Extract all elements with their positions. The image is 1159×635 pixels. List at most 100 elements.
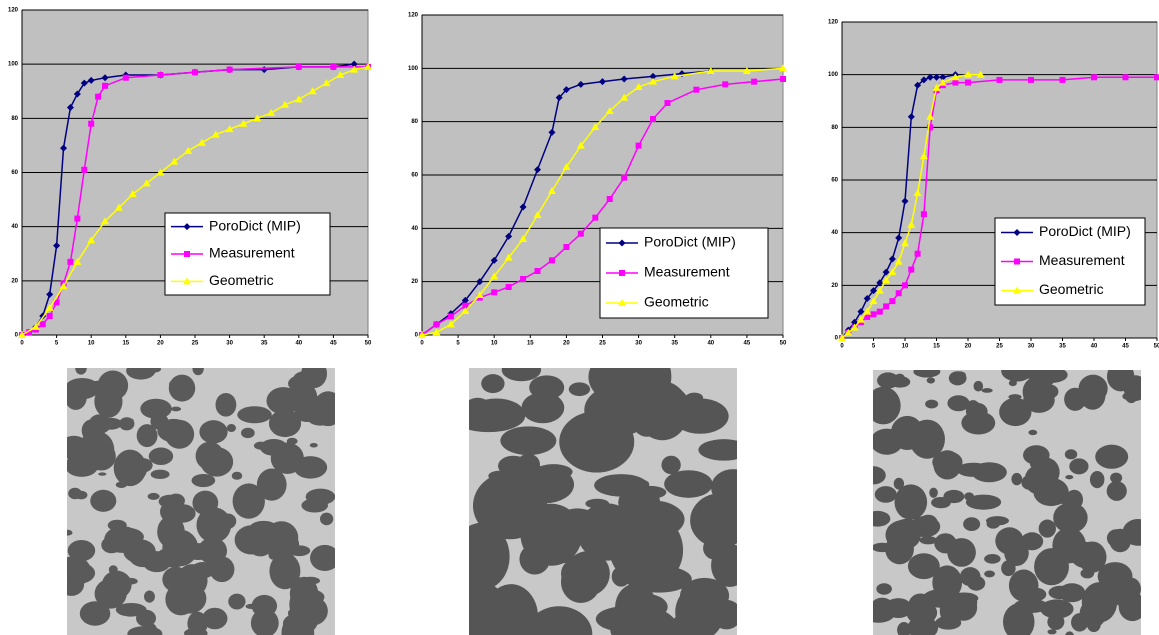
marker (73, 90, 81, 98)
marker (1154, 74, 1159, 81)
x-tick-label: 20 (965, 344, 972, 350)
micrograph (873, 370, 1141, 635)
grain (268, 409, 302, 438)
marker (170, 157, 179, 165)
grain (873, 466, 886, 485)
grain (136, 424, 158, 448)
marker (864, 313, 871, 320)
grain (698, 439, 737, 461)
grain (305, 488, 335, 505)
grain (101, 570, 132, 599)
marker (142, 179, 151, 187)
y-tick-label: 0 (15, 333, 19, 339)
marker (722, 81, 729, 88)
grain (918, 514, 938, 531)
marker (618, 299, 626, 306)
grain (999, 397, 1032, 427)
marker (476, 278, 484, 286)
micrograph (469, 368, 737, 635)
marker (184, 146, 193, 154)
y-tick-label: 40 (11, 224, 18, 230)
grain (1110, 472, 1123, 484)
marker (914, 81, 922, 89)
marker (101, 74, 109, 82)
grain (967, 575, 986, 591)
grain (200, 447, 234, 477)
grain (144, 590, 155, 603)
marker (74, 215, 81, 222)
marker (114, 203, 123, 211)
marker (102, 82, 109, 89)
y-tick-label: 20 (831, 283, 838, 289)
marker (932, 83, 941, 91)
x-tick-label: 45 (744, 341, 751, 347)
grain (98, 472, 107, 476)
micrograph (67, 368, 335, 635)
grain (1064, 449, 1078, 460)
marker (939, 73, 947, 81)
series-line (21, 63, 355, 336)
marker (901, 197, 909, 205)
grain (199, 420, 228, 444)
marker (883, 303, 890, 310)
x-tick-label: 10 (491, 341, 498, 347)
x-tick-label: 30 (635, 341, 642, 347)
grain (1004, 539, 1029, 566)
marker (505, 284, 512, 290)
marker (888, 268, 897, 276)
grain (1065, 631, 1074, 635)
marker (965, 79, 971, 86)
grain (1089, 471, 1105, 489)
marker (211, 130, 220, 138)
grain (932, 565, 963, 600)
marker (87, 76, 95, 84)
grain (984, 554, 1001, 564)
marker (239, 119, 248, 127)
grain (913, 370, 941, 378)
marker (46, 313, 53, 320)
marker (418, 331, 426, 338)
grain (288, 545, 311, 557)
x-tick-label: 10 (88, 341, 95, 347)
marker (534, 268, 541, 274)
marker (280, 100, 289, 108)
marker (706, 67, 715, 74)
grain (954, 371, 966, 379)
marker (850, 323, 859, 331)
x-tick-label: 30 (1028, 344, 1035, 350)
legend-label: Measurement (1039, 252, 1125, 268)
grain (521, 392, 565, 424)
grain (932, 451, 963, 474)
grain (169, 378, 189, 390)
grain (500, 426, 557, 456)
x-tick-label: 40 (295, 341, 302, 347)
grain (90, 489, 117, 512)
grain (237, 406, 272, 424)
marker (780, 76, 786, 82)
grain (498, 455, 529, 477)
x-tick-label: 5 (55, 341, 59, 347)
grain (115, 602, 147, 617)
grain (925, 399, 939, 409)
grain (965, 494, 1002, 510)
grain (1013, 598, 1048, 614)
marker (976, 70, 985, 78)
grain (1071, 613, 1089, 632)
legend-label: Measurement (644, 264, 730, 280)
grain (1109, 528, 1132, 553)
marker (66, 104, 74, 111)
y-tick-label: 120 (828, 20, 839, 26)
grain (191, 473, 216, 488)
grain (219, 513, 237, 529)
grain (124, 418, 134, 423)
grain (75, 368, 87, 375)
x-tick-label: 50 (1154, 344, 1159, 350)
grain (293, 406, 322, 422)
marker (350, 60, 358, 68)
grain (202, 607, 228, 630)
marker (461, 307, 470, 314)
marker (462, 302, 469, 309)
grain (711, 469, 737, 507)
x-tick-label: 0 (20, 341, 24, 347)
